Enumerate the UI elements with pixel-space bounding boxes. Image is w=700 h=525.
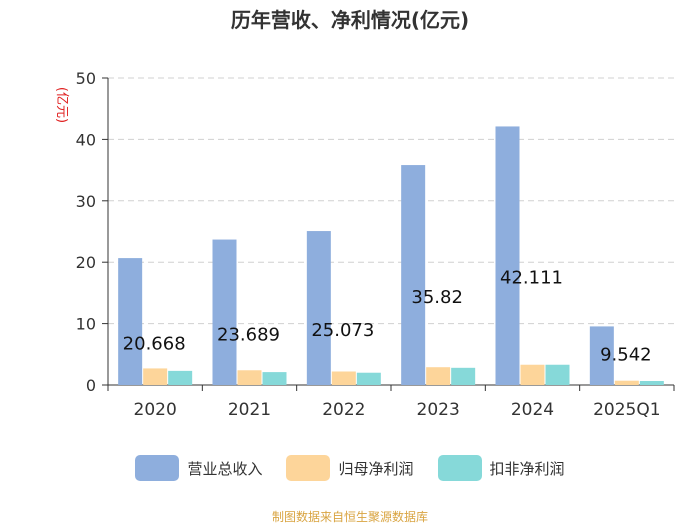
bar-net-profit: [426, 367, 451, 385]
bar-deducted-profit: [639, 381, 664, 385]
legend-swatch-deducted-profit: [437, 455, 482, 481]
data-label-revenue: 42.111: [500, 268, 563, 289]
bar-revenue: [212, 239, 237, 385]
legend-swatch-net-profit: [286, 455, 331, 481]
data-label-revenue: 20.668: [123, 334, 186, 355]
bar-net-profit: [520, 364, 545, 385]
y-tick-label: 30: [76, 192, 96, 211]
x-tick-label: 2021: [228, 400, 271, 420]
legend-item-deducted-profit[interactable]: 扣非净利润: [437, 455, 565, 481]
legend-label-revenue: 营业总收入: [187, 459, 263, 478]
legend-label-net-profit: 归母净利润: [338, 459, 414, 478]
data-label-revenue: 35.82: [411, 287, 463, 308]
chart-title: 历年营收、净利情况(亿元): [230, 8, 470, 32]
bar-revenue: [589, 326, 614, 385]
bar-deducted-profit: [356, 372, 381, 385]
legend-item-net-profit[interactable]: 归母净利润: [286, 455, 414, 481]
x-tick-label: 2023: [417, 400, 460, 420]
bar-net-profit: [614, 380, 639, 385]
y-tick-label: 0: [86, 376, 96, 395]
legend: 营业总收入 归母净利润 扣非净利润: [0, 455, 700, 481]
data-label-revenue: 23.689: [217, 324, 280, 345]
bar-revenue: [118, 258, 143, 385]
bar-revenue: [401, 165, 426, 385]
x-tick-label: 2025Q1: [593, 400, 660, 420]
y-tick-label: 40: [76, 130, 96, 149]
legend-label-deducted-profit: 扣非净利润: [489, 459, 565, 478]
bar-net-profit: [237, 370, 262, 385]
legend-swatch-revenue: [135, 455, 180, 481]
bar-deducted-profit: [168, 370, 193, 385]
bar-net-profit: [143, 368, 168, 385]
data-label-revenue: 25.073: [311, 320, 374, 341]
y-axis-label: (亿元): [54, 87, 69, 123]
y-tick-label: 50: [76, 69, 96, 88]
x-tick-label: 2020: [134, 400, 177, 420]
bar-deducted-profit: [262, 372, 287, 385]
bar-net-profit: [331, 371, 356, 385]
x-tick-label: 2022: [322, 400, 365, 420]
bar-revenue: [306, 231, 331, 385]
data-label-revenue: 9.542: [600, 344, 652, 365]
legend-item-revenue[interactable]: 营业总收入: [135, 455, 262, 481]
bar-deducted-profit: [451, 367, 476, 385]
y-tick-label: 20: [76, 253, 96, 272]
source-note: 制图数据来自恒生聚源数据库: [271, 510, 428, 524]
bar-revenue: [495, 126, 520, 385]
y-tick-label: 10: [76, 315, 96, 334]
x-tick-label: 2024: [511, 400, 554, 420]
bar-deducted-profit: [545, 364, 570, 385]
